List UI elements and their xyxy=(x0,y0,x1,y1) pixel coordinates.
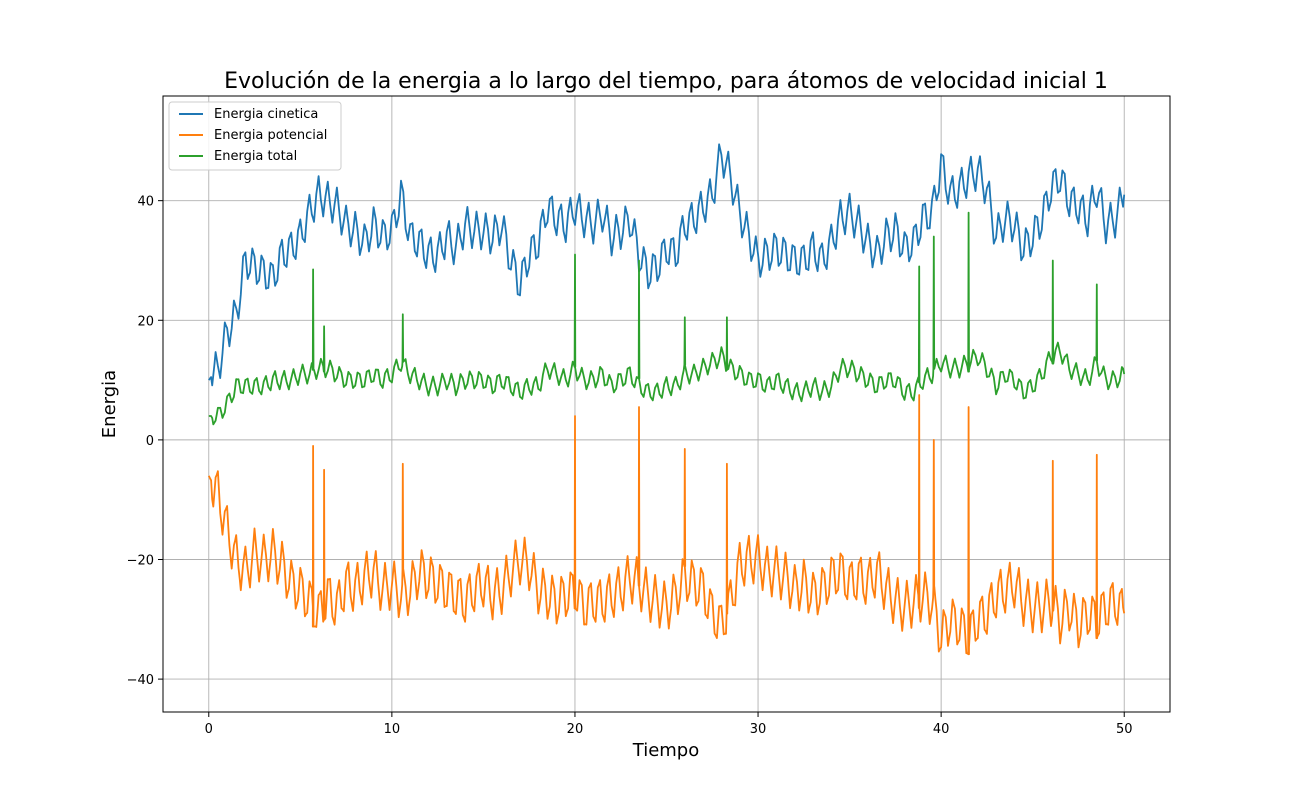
y-tick-label: −20 xyxy=(127,553,154,568)
legend: Energia cinetica Energia potencial Energ… xyxy=(168,101,342,171)
series-line xyxy=(207,394,1126,656)
y-axis-label: Energia xyxy=(99,370,120,438)
legend-label-kinetic: Energia cinetica xyxy=(214,107,318,122)
legend-box xyxy=(168,101,342,171)
x-tick-label: 30 xyxy=(750,722,767,737)
x-tick-label: 10 xyxy=(384,722,401,737)
chart-title: Evolución de la energia a lo largo del t… xyxy=(224,69,1108,94)
x-tick-label: 40 xyxy=(933,722,950,737)
x-tick-label: 0 xyxy=(205,722,213,737)
y-tick-label: −40 xyxy=(127,673,154,688)
series-line xyxy=(208,143,1126,387)
series-kinetic-energy xyxy=(208,143,1126,387)
y-tick-label: 0 xyxy=(146,434,154,449)
series-lines xyxy=(207,143,1126,656)
legend-label-potential: Energia potencial xyxy=(214,128,327,143)
series-total-energy xyxy=(208,211,1126,426)
grid xyxy=(163,96,1170,712)
x-axis-label: Tiempo xyxy=(632,740,700,761)
x-tick-label: 50 xyxy=(1116,722,1133,737)
series-line xyxy=(208,211,1126,426)
y-tick-label: 20 xyxy=(137,314,154,329)
legend-label-total: Energia total xyxy=(214,149,297,164)
axis-ticks: 0 10 20 30 40 50 −40 −20 0 20 40 xyxy=(127,195,1133,737)
series-potential-energy xyxy=(207,394,1126,656)
y-tick-label: 40 xyxy=(137,195,154,210)
plot-frame xyxy=(162,95,1171,713)
x-tick-label: 20 xyxy=(567,722,584,737)
